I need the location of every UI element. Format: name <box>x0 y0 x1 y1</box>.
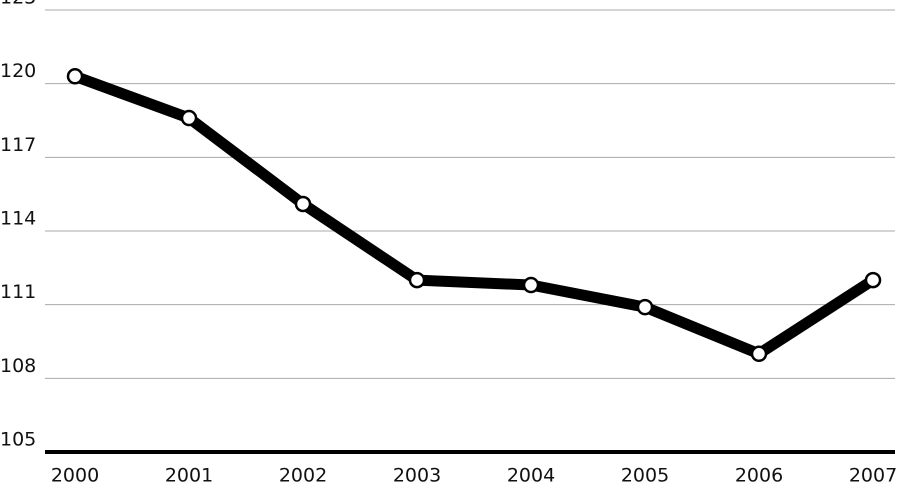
x-tick-label: 2006 <box>735 465 783 487</box>
x-tick-label: 2004 <box>507 465 555 487</box>
y-tick-label: 108 <box>0 355 36 377</box>
x-tick-label: 2001 <box>165 465 213 487</box>
point <box>180 109 198 127</box>
y-tick-label: 123 <box>0 0 36 9</box>
series-line <box>73 71 876 360</box>
point <box>522 276 540 294</box>
y-tick-label: 120 <box>0 60 36 82</box>
x-tick-label: 2007 <box>849 465 897 487</box>
y-tick-label: 117 <box>0 134 36 156</box>
y-tick-label: 105 <box>0 429 36 451</box>
point <box>750 345 768 363</box>
point <box>66 68 84 85</box>
point <box>864 271 882 289</box>
point <box>408 271 426 289</box>
point <box>636 298 654 316</box>
x-tick-label: 2003 <box>393 465 441 487</box>
point <box>294 195 312 213</box>
y-tick-label: 114 <box>0 208 36 230</box>
x-tick-label: 2000 <box>51 465 99 487</box>
y-tick-label: 111 <box>0 281 36 303</box>
x-tick-label: 2005 <box>621 465 669 487</box>
x-tick-label: 2002 <box>279 465 327 487</box>
